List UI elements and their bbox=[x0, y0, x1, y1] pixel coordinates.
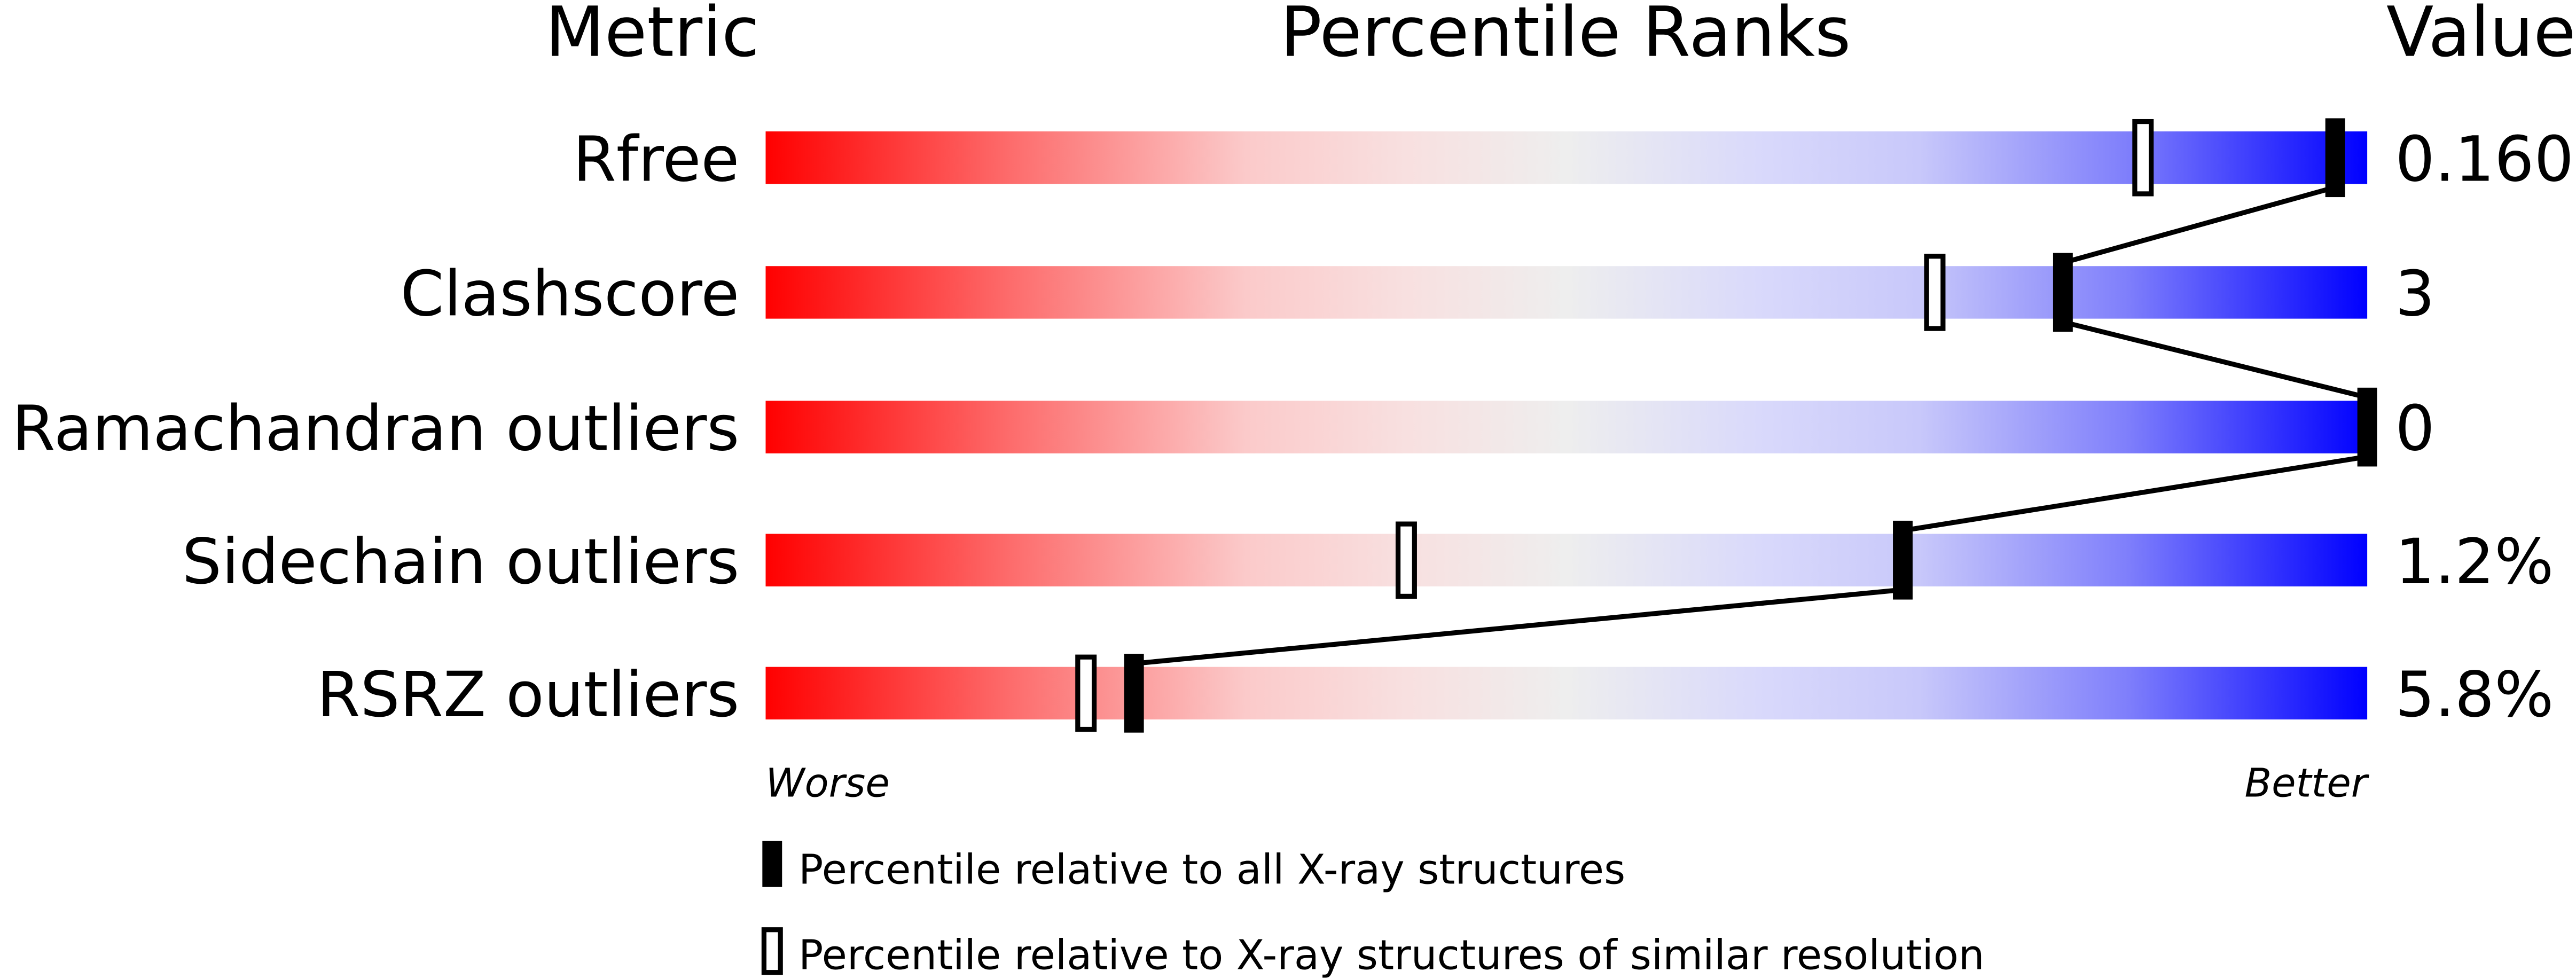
legend-filled-marker-icon bbox=[762, 841, 782, 887]
metric-label: RSRZ outliers bbox=[317, 659, 739, 731]
percentile-bar bbox=[765, 266, 2368, 319]
all-structures-marker bbox=[2325, 118, 2345, 198]
axis-better-label: Better bbox=[2244, 761, 2369, 806]
percentile-bar bbox=[765, 534, 2368, 586]
value-label: 0.160 bbox=[2395, 123, 2574, 195]
connector-line bbox=[1902, 454, 2368, 533]
legend-similar-label: Percentile relative to X-ray structures … bbox=[798, 932, 1985, 979]
metric-label: Sidechain outliers bbox=[182, 526, 739, 598]
connector-line bbox=[2062, 319, 2368, 400]
all-structures-marker bbox=[2053, 253, 2073, 332]
all-structures-marker bbox=[1893, 520, 1913, 600]
value-label: 3 bbox=[2395, 257, 2434, 330]
similar-resolution-marker bbox=[1924, 254, 1946, 331]
connector-line bbox=[2062, 185, 2336, 265]
all-structures-marker bbox=[1124, 654, 1144, 733]
metric-label: Ramachandran outliers bbox=[12, 393, 739, 465]
metric-label: Clashscore bbox=[401, 257, 740, 330]
axis-worse-label: Worse bbox=[765, 761, 889, 806]
percentile-bar bbox=[765, 401, 2368, 453]
header-value: Value bbox=[2386, 0, 2576, 73]
legend-hollow-marker-icon bbox=[761, 927, 783, 975]
value-label: 1.2% bbox=[2395, 526, 2554, 598]
value-label: 5.8% bbox=[2395, 659, 2554, 731]
similar-resolution-marker bbox=[1075, 654, 1097, 732]
percentile-bar bbox=[765, 131, 2368, 184]
value-label: 0 bbox=[2395, 393, 2434, 465]
all-structures-marker bbox=[2357, 387, 2377, 467]
similar-resolution-marker bbox=[2132, 119, 2154, 197]
metric-label: Rfree bbox=[573, 123, 740, 195]
connector-line bbox=[1133, 587, 1903, 667]
similar-resolution-marker bbox=[1395, 521, 1417, 599]
legend-all-label: Percentile relative to all X-ray structu… bbox=[798, 847, 1625, 894]
header-metric: Metric bbox=[545, 0, 760, 73]
percentile-bar bbox=[765, 667, 2368, 720]
header-percentile-ranks: Percentile Ranks bbox=[1280, 0, 1851, 73]
